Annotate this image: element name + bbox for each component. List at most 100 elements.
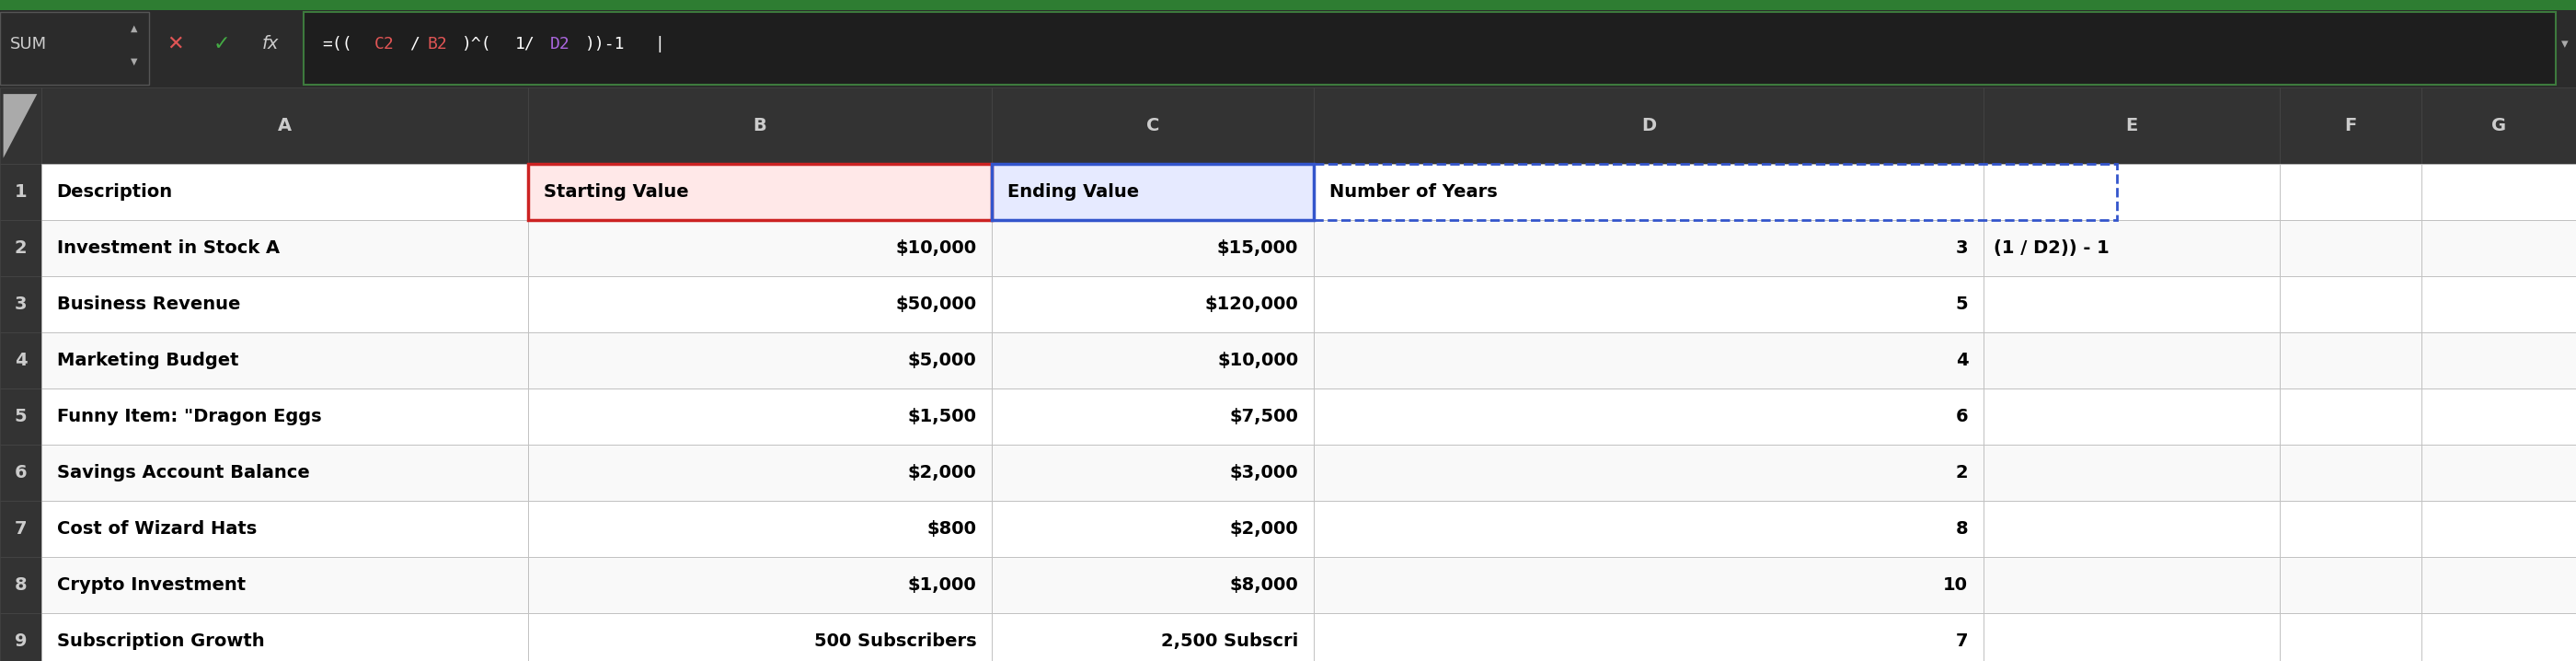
Text: $15,000: $15,000 <box>1216 240 1298 257</box>
Bar <box>2421 276 2576 332</box>
Bar <box>992 389 1314 445</box>
Bar <box>528 613 992 661</box>
Bar <box>0 557 41 613</box>
Text: ))-1: ))-1 <box>585 36 626 52</box>
Text: $800: $800 <box>927 520 976 538</box>
Text: 8: 8 <box>1955 520 1968 538</box>
Bar <box>992 613 1314 661</box>
Bar <box>2421 501 2576 557</box>
Text: 5: 5 <box>1955 295 1968 313</box>
Bar <box>2280 88 2421 164</box>
Text: /: / <box>410 36 420 52</box>
Bar <box>0 220 41 276</box>
Bar <box>2280 389 2421 445</box>
Bar <box>992 501 1314 557</box>
Bar <box>304 13 2555 85</box>
Bar <box>0 613 41 661</box>
Bar <box>2280 557 2421 613</box>
Bar <box>1314 332 1984 389</box>
Bar <box>0 445 41 501</box>
Text: G: G <box>2491 117 2506 135</box>
Bar <box>0 276 41 332</box>
Text: $1,000: $1,000 <box>907 576 976 594</box>
Text: F: F <box>2344 117 2357 135</box>
Bar <box>0 501 41 557</box>
Text: Crypto Investment: Crypto Investment <box>57 576 245 594</box>
Bar <box>2280 276 2421 332</box>
Bar <box>1984 501 2280 557</box>
Bar <box>992 557 1314 613</box>
Bar <box>528 445 992 501</box>
Text: $2,000: $2,000 <box>907 464 976 482</box>
Text: Funny Item: "Dragon Eggs: Funny Item: "Dragon Eggs <box>57 408 322 426</box>
Bar <box>41 164 528 220</box>
Text: $3,000: $3,000 <box>1229 464 1298 482</box>
Bar <box>1314 164 1984 220</box>
Text: Ending Value: Ending Value <box>1007 184 1139 201</box>
Bar <box>41 276 528 332</box>
Bar <box>41 613 528 661</box>
Text: 1/: 1/ <box>515 36 536 52</box>
Bar <box>1984 557 2280 613</box>
Text: 2: 2 <box>1955 464 1968 482</box>
Text: $1,500: $1,500 <box>907 408 976 426</box>
Bar <box>2421 164 2576 220</box>
Bar <box>528 332 992 389</box>
Bar <box>992 88 1314 164</box>
Text: |: | <box>654 36 665 52</box>
Bar <box>1984 276 2280 332</box>
Bar <box>2280 613 2421 661</box>
Bar <box>1314 164 2117 220</box>
Text: ▲: ▲ <box>131 24 137 33</box>
Bar <box>2421 613 2576 661</box>
Text: 6: 6 <box>1955 408 1968 426</box>
Bar <box>528 164 992 220</box>
Text: 1: 1 <box>15 184 26 201</box>
Text: Number of Years: Number of Years <box>1329 184 1497 201</box>
Bar <box>992 332 1314 389</box>
Text: (1 / D2)) - 1: (1 / D2)) - 1 <box>1994 240 2110 257</box>
Text: 10: 10 <box>1942 576 1968 594</box>
Text: $5,000: $5,000 <box>907 352 976 369</box>
Text: Starting Value: Starting Value <box>544 184 688 201</box>
Bar <box>41 501 528 557</box>
Polygon shape <box>3 94 36 158</box>
Text: B2: B2 <box>428 36 448 52</box>
Bar <box>2280 220 2421 276</box>
Bar <box>528 88 992 164</box>
Text: Description: Description <box>57 184 173 201</box>
Text: D2: D2 <box>549 36 569 52</box>
Text: Investment in Stock A: Investment in Stock A <box>57 240 278 257</box>
Text: $10,000: $10,000 <box>1218 352 1298 369</box>
Bar <box>528 220 992 276</box>
Text: ✕: ✕ <box>167 35 183 53</box>
Bar <box>1314 220 1984 276</box>
Text: E: E <box>2125 117 2138 135</box>
Bar <box>1314 557 1984 613</box>
Text: $120,000: $120,000 <box>1206 295 1298 313</box>
Bar <box>2421 88 2576 164</box>
Text: 7: 7 <box>15 520 26 538</box>
Bar <box>1314 613 1984 661</box>
Text: 9: 9 <box>15 633 26 650</box>
Bar <box>992 164 1314 220</box>
Bar <box>0 0 2576 11</box>
Bar <box>528 389 992 445</box>
Text: Savings Account Balance: Savings Account Balance <box>57 464 309 482</box>
Bar <box>1314 389 1984 445</box>
Bar <box>992 220 1314 276</box>
Bar <box>2421 220 2576 276</box>
Bar <box>1984 332 2280 389</box>
Text: $50,000: $50,000 <box>896 295 976 313</box>
Bar <box>992 445 1314 501</box>
Text: $7,500: $7,500 <box>1229 408 1298 426</box>
Bar <box>2421 445 2576 501</box>
Bar <box>1314 501 1984 557</box>
Bar <box>1314 445 1984 501</box>
Bar <box>0 88 41 164</box>
Text: D: D <box>1641 117 1656 135</box>
Text: 4: 4 <box>1955 352 1968 369</box>
Bar <box>0 13 149 85</box>
Bar <box>1314 88 1984 164</box>
Bar <box>1984 220 2280 276</box>
